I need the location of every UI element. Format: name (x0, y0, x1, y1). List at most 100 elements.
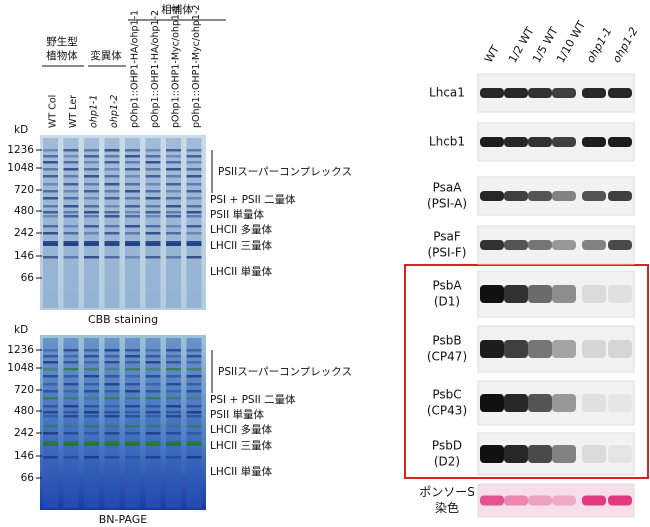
gel-band (145, 241, 161, 246)
gel-band (84, 175, 99, 178)
gel-band (43, 375, 58, 378)
gel-lane (43, 138, 58, 308)
gel-band (145, 441, 161, 446)
gel-band (125, 175, 140, 178)
gel-band (166, 256, 181, 259)
gel-band (166, 375, 181, 378)
marker-label: 1236 (7, 144, 34, 156)
band-label: LHCII 多量体 (210, 423, 273, 436)
lane-label: pOhp1::OHP1-HA/ohp1-1 (130, 10, 141, 128)
gel-band (63, 241, 79, 246)
gel-band (84, 355, 99, 358)
gel-band (63, 175, 79, 178)
marker-label: 242 (14, 427, 34, 439)
gel-band (104, 355, 120, 358)
gel-band (125, 190, 140, 193)
marker-label: 1236 (7, 344, 34, 356)
blot-band (582, 191, 606, 201)
row-label: PsbD (432, 439, 462, 453)
blot-band (528, 240, 552, 250)
gel-band (125, 415, 140, 418)
gel-band (166, 397, 181, 400)
gel-band (145, 205, 161, 208)
gel-band (166, 149, 181, 152)
gel-lane (63, 338, 79, 508)
gel-band (186, 215, 202, 218)
gel-band (166, 361, 181, 364)
gel-band (166, 456, 181, 459)
gel-band (166, 349, 181, 352)
gel-band (186, 425, 202, 428)
gel-band (63, 415, 79, 418)
gel-band (63, 411, 79, 414)
gel-band (43, 456, 58, 459)
gel-band (43, 175, 58, 178)
blot-band (528, 88, 552, 98)
row-label: PsbB (432, 334, 461, 348)
gel-band (43, 432, 58, 435)
gel-band (125, 197, 140, 200)
gel-lane (104, 138, 120, 308)
gel-band (63, 456, 79, 459)
gel-band (166, 232, 181, 235)
gel-band (104, 456, 120, 459)
gel-band (84, 456, 99, 459)
lane-label: pOhp1::OHP1-Myc/ohp1-2 (191, 5, 202, 128)
gel-band (43, 383, 58, 386)
gel-band (186, 256, 202, 259)
blot-band (582, 445, 606, 463)
gel-band (63, 397, 79, 400)
gel-band (145, 383, 161, 386)
gel-lane (125, 338, 140, 508)
blot-band (582, 285, 606, 303)
gel-band (43, 241, 58, 246)
gel-band (104, 349, 120, 352)
gel-band (43, 155, 58, 158)
gel-band (186, 349, 202, 352)
gel-band (63, 211, 79, 214)
gel-band (186, 155, 202, 158)
marker-label: 480 (14, 205, 34, 217)
gel-lane (63, 138, 79, 308)
gel-band (63, 383, 79, 386)
gel-band (186, 149, 202, 152)
gel-band (145, 215, 161, 218)
gel-band (166, 161, 181, 164)
gel-band (125, 441, 140, 446)
gel-band (166, 183, 181, 186)
gel-band (166, 175, 181, 178)
gel-band (43, 149, 58, 152)
gel-band (63, 368, 79, 371)
blot-band (480, 445, 504, 463)
gel-band (166, 355, 181, 358)
gel-band (166, 383, 181, 386)
group-label: 変異体 (90, 49, 122, 62)
gel-band (125, 405, 140, 408)
gel-band (43, 349, 58, 352)
gel-band (104, 411, 120, 414)
gel-band (104, 432, 120, 435)
gel-band (43, 232, 58, 235)
blot-band (582, 340, 606, 358)
gel-band (186, 205, 202, 208)
gel-band (186, 432, 202, 435)
unit-label: kD (14, 124, 28, 136)
band-label: PSII 単量体 (210, 408, 265, 421)
gel-band (43, 183, 58, 186)
gel-band (145, 405, 161, 408)
gel-band (63, 432, 79, 435)
gel-band (104, 425, 120, 428)
gel-band (186, 411, 202, 414)
row-label: (CP43) (427, 404, 467, 418)
gel-band (186, 368, 202, 371)
blot-band (480, 88, 504, 98)
gel-band (145, 190, 161, 193)
gel-band (186, 175, 202, 178)
gel-lane (125, 138, 140, 308)
gel (40, 335, 206, 510)
gel-band (43, 355, 58, 358)
gel-band (145, 355, 161, 358)
gel-band (186, 375, 202, 378)
gel-lane (145, 338, 161, 508)
blot-band (608, 394, 632, 412)
